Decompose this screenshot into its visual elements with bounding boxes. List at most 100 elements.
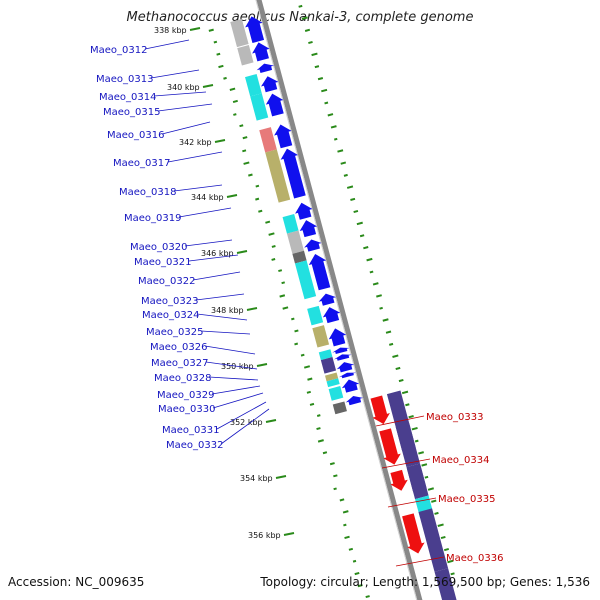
- gc-tick: [350, 197, 356, 201]
- gc-tick: [376, 294, 382, 298]
- gc-tick: [339, 498, 345, 502]
- cds-blocks-track: [230, 18, 458, 600]
- scale-tick: [214, 139, 226, 143]
- scale-label: 346 kbp: [201, 249, 234, 258]
- gc-tick: [306, 390, 311, 394]
- scale-label: 344 kbp: [191, 193, 224, 202]
- forward-gene-arrow: [328, 328, 347, 347]
- gene-label-forward: Maeo_0331: [162, 425, 219, 436]
- gene-label-forward: Maeo_0326: [150, 342, 207, 353]
- forward-gene-arrow: [265, 93, 284, 117]
- gene-label-forward: Maeo_0322: [138, 276, 195, 287]
- gc-tick: [308, 40, 313, 45]
- cds-block: [282, 214, 299, 234]
- gene-label-leader: [381, 458, 431, 469]
- gc-tick: [271, 245, 276, 248]
- gc-tick: [346, 185, 354, 189]
- gc-tick: [333, 474, 338, 478]
- cds-block: [328, 385, 344, 401]
- gc-tick: [342, 510, 349, 514]
- reverse-cds-block: [434, 568, 458, 600]
- reverse-cds-block: [418, 508, 449, 572]
- forward-gene-arrow: [318, 293, 337, 306]
- gene-label-leader: [216, 401, 267, 430]
- gc-tick: [298, 4, 303, 8]
- gc-tick: [385, 330, 392, 334]
- gene-arrows-track: [245, 16, 425, 554]
- backbone-line: [250, 0, 427, 600]
- forward-gene-arrow: [295, 202, 313, 220]
- cds-block: [250, 93, 269, 121]
- gc-tick: [405, 403, 410, 407]
- gc-tick: [233, 113, 237, 116]
- gc-tick: [208, 28, 214, 32]
- gc-tick: [223, 76, 227, 80]
- gc-tick: [369, 270, 374, 274]
- forward-gene-arrow: [252, 42, 270, 62]
- gc-tick: [294, 329, 299, 333]
- gene-label-reverse: Maeo_0335: [438, 494, 495, 505]
- gc-tick: [309, 402, 315, 406]
- gc-tick: [431, 499, 437, 503]
- gene-label-leader: [395, 556, 445, 567]
- gc-tick: [395, 366, 401, 371]
- gc-tick: [340, 161, 347, 165]
- gc-tick: [352, 559, 357, 563]
- gc-tick: [353, 209, 359, 214]
- scale-tick: [283, 532, 295, 536]
- gene-label-forward: Maeo_0330: [158, 404, 215, 415]
- scale-label: 342 kbp: [179, 138, 212, 147]
- gc-tick: [258, 209, 263, 213]
- gc-ticks-outer: [298, 4, 455, 576]
- gc-tick: [379, 306, 383, 310]
- gene-label-forward: Maeo_0317: [113, 158, 170, 169]
- forward-gene-arrow: [299, 220, 318, 238]
- gene-label-leader: [184, 239, 233, 247]
- gc-tick: [450, 572, 455, 576]
- gc-tick: [330, 125, 337, 129]
- scale-label: 356 kbp: [248, 531, 281, 540]
- scale-tick: [275, 475, 287, 479]
- gene-label-leader: [195, 293, 245, 301]
- scale-tick: [246, 307, 258, 311]
- gc-tick: [348, 547, 354, 551]
- cds-block: [318, 349, 333, 361]
- gc-tick: [322, 451, 328, 455]
- gc-tick: [363, 246, 369, 250]
- forward-gene-arrow: [341, 379, 360, 393]
- gc-tick: [218, 64, 224, 69]
- gc-tick: [354, 571, 360, 576]
- reverse-gene-arrow: [370, 395, 390, 425]
- gc-tick: [294, 342, 299, 346]
- gc-tick: [421, 463, 428, 467]
- scale-label: 354 kbp: [240, 474, 273, 483]
- gene-label-leader: [178, 207, 232, 218]
- gc-tick: [316, 427, 321, 431]
- forward-gene-arrow: [274, 124, 293, 149]
- gc-tick: [324, 101, 329, 105]
- gc-tick: [255, 197, 260, 201]
- forward-gene-arrow: [332, 347, 350, 355]
- gene-label-forward: Maeo_0320: [130, 242, 187, 253]
- gc-tick: [265, 220, 271, 224]
- forward-gene-arrow: [256, 63, 275, 73]
- gene-label-forward: Maeo_0328: [154, 373, 211, 384]
- gc-tick: [408, 415, 414, 419]
- gene-label-leader: [192, 271, 241, 281]
- gc-tick: [443, 547, 450, 552]
- gene-label-forward: Maeo_0312: [90, 45, 147, 56]
- cds-blocks: [230, 18, 458, 600]
- forward-gene-arrow: [334, 354, 352, 361]
- gene-label-leader: [211, 385, 261, 395]
- scale-label: 338 kbp: [154, 26, 187, 35]
- gc-tick: [239, 124, 244, 128]
- gene-label-leader: [157, 103, 213, 112]
- scale-label: 352 kbp: [230, 418, 263, 427]
- cds-block: [312, 325, 330, 348]
- cds-block: [292, 250, 307, 264]
- gene-label-leader: [220, 408, 270, 445]
- gc-tick: [316, 414, 321, 417]
- gene-arrows: [245, 16, 425, 554]
- gene-label-forward: Maeo_0321: [134, 257, 191, 268]
- gene-label-forward: Maeo_0315: [103, 107, 160, 118]
